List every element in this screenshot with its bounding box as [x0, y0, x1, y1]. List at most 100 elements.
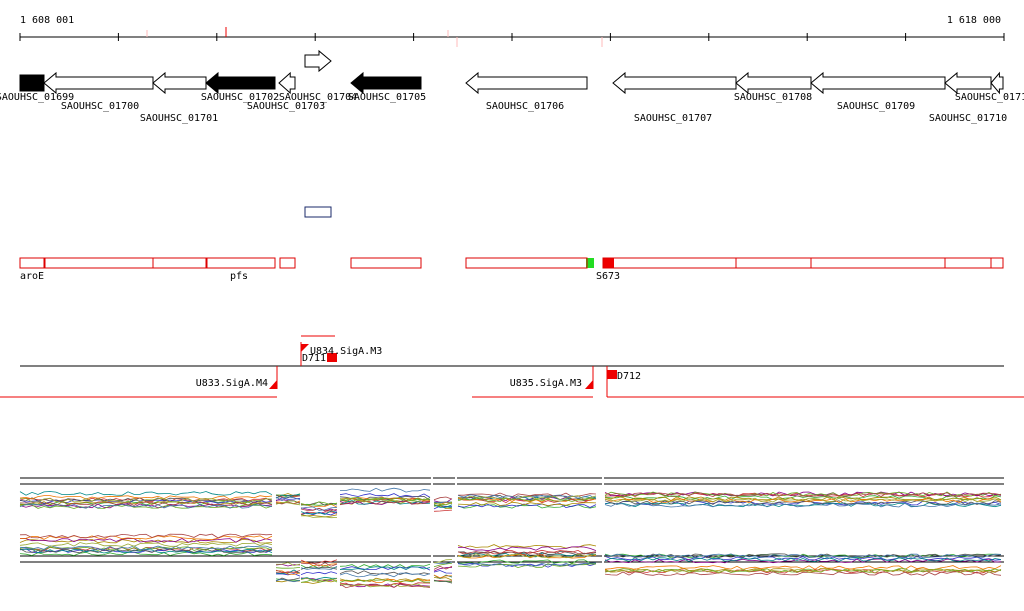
trace: [19, 551, 273, 557]
gene-arrow: [735, 71, 812, 95]
trace: [275, 570, 301, 575]
feature-outline: [602, 257, 737, 269]
trace: [19, 495, 273, 500]
gene-label: SAOUHSC_01701: [140, 113, 218, 124]
trace: [275, 502, 301, 506]
trace: [457, 495, 597, 500]
trace: [339, 497, 431, 503]
gene-arrow: [278, 71, 296, 95]
feature-label: aroE: [20, 271, 44, 282]
trace: [19, 533, 273, 539]
trace: [339, 497, 431, 502]
feature-red: [603, 258, 614, 268]
probe-mark: [585, 380, 593, 389]
feature-outline: [279, 257, 296, 269]
trace: [19, 545, 273, 551]
trace: [339, 563, 431, 569]
trace: [433, 565, 453, 570]
trace: [457, 553, 597, 559]
trace: [300, 506, 338, 511]
gene-arrow: [990, 71, 1004, 95]
trace: [604, 557, 1002, 562]
trace: [433, 579, 453, 584]
trace: [433, 570, 453, 574]
probe-label: D712: [617, 371, 641, 382]
feature-outline: [350, 257, 422, 269]
trace: [300, 577, 338, 581]
trace: [604, 553, 1002, 559]
gene-arrow: [205, 71, 276, 95]
trace: [433, 505, 453, 510]
trace: [300, 501, 338, 506]
gene-arrow: [19, 74, 45, 92]
trace: [300, 577, 338, 582]
trace: [339, 496, 431, 502]
trace: [457, 497, 597, 503]
trace: [300, 578, 338, 583]
gene-label: SAOUHSC_01710: [929, 113, 1007, 124]
feature-outline: [465, 257, 588, 269]
trace: [300, 566, 338, 570]
trace: [300, 507, 338, 512]
probe-label: D711: [302, 353, 326, 364]
trace: [433, 574, 453, 579]
trace: [457, 503, 597, 509]
trace: [457, 546, 597, 552]
trace: [300, 576, 338, 581]
trace: [339, 583, 431, 589]
trace: [457, 544, 597, 549]
trace: [300, 561, 338, 567]
feature-label: pfs: [230, 271, 248, 282]
trace: [300, 566, 338, 570]
feature-outline: [44, 257, 154, 269]
trace: [19, 503, 273, 509]
trace: [275, 578, 301, 583]
trace: [339, 500, 431, 506]
gene-arrow: [612, 71, 737, 95]
trace: [275, 497, 301, 502]
probe-label: U834.SigA.M3: [310, 346, 382, 357]
trace: [339, 578, 430, 583]
gene-arrow: [43, 71, 154, 95]
trace: [275, 573, 301, 577]
feature-label: S673: [596, 271, 620, 282]
feature-outline: [810, 257, 946, 269]
gene-label: SAOUHSC_01704: [279, 92, 357, 103]
trace: [433, 501, 453, 506]
trace: [340, 487, 431, 493]
trace: [275, 569, 301, 574]
trace: [275, 494, 301, 499]
gene-arrow: [304, 49, 332, 73]
trace: [457, 497, 596, 503]
trace: [433, 577, 453, 581]
trace: [457, 562, 597, 567]
feature-green: [586, 258, 594, 268]
gene-label: SAOUHSC_01706: [486, 101, 564, 112]
trace: [300, 571, 338, 575]
gene-label: SAOUHSC_01709: [837, 101, 915, 112]
gene-arrow: [350, 71, 422, 95]
trace: [19, 535, 273, 541]
trace: [19, 501, 273, 507]
trace: [457, 563, 597, 568]
gene-label: SAOUHSC_01711: [955, 92, 1024, 103]
feature-outline: [152, 257, 207, 269]
trace: [433, 562, 453, 568]
trace: [275, 569, 301, 574]
trace: [301, 515, 338, 519]
feature-box: [304, 206, 332, 218]
feature-outline: [944, 257, 992, 269]
trace: [19, 548, 273, 554]
trace: [433, 559, 453, 564]
probe-mark: [301, 344, 309, 352]
probe-mark: [269, 380, 277, 389]
trace: [433, 501, 453, 504]
trace: [433, 561, 453, 565]
trace: [275, 493, 301, 497]
gene-arrow: [944, 71, 992, 95]
trace: [604, 497, 1002, 503]
trace: [457, 563, 597, 569]
trace: [20, 497, 273, 503]
trace: [19, 491, 273, 496]
